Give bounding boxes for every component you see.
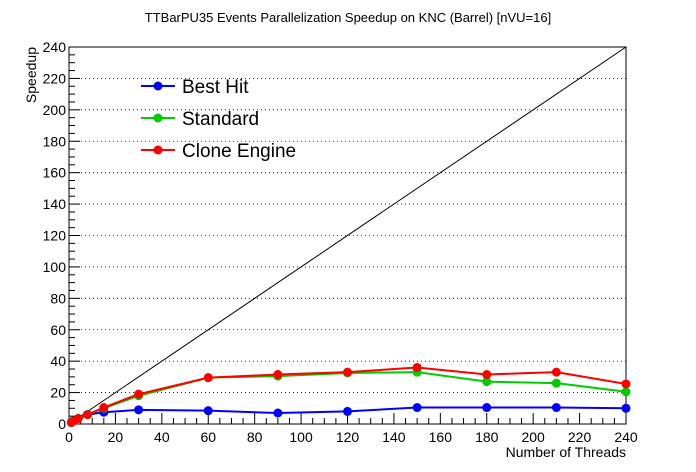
x-tick-label: 0	[65, 429, 73, 445]
data-point	[83, 410, 93, 420]
data-point	[621, 379, 631, 389]
data-point	[551, 378, 561, 388]
y-tick-label: 240	[43, 39, 67, 55]
legend-entry-2: Clone Engine	[141, 141, 296, 162]
x-tick-label: 120	[336, 429, 360, 445]
data-point	[551, 403, 561, 413]
legend-label: Best Hit	[182, 77, 249, 98]
legend-swatch-marker	[153, 81, 163, 91]
data-point	[482, 370, 492, 380]
legend-swatch-marker	[153, 113, 163, 123]
data-point	[551, 367, 561, 377]
y-tick-label: 20	[50, 385, 66, 401]
data-point	[343, 367, 352, 377]
y-tick-label: 0	[58, 416, 66, 432]
legend-label: Standard	[182, 109, 259, 130]
legend-entry-1: Standard	[141, 109, 259, 130]
series	[66, 362, 631, 427]
x-tick-label: 160	[429, 429, 453, 445]
y-tick-label: 40	[50, 353, 66, 369]
y-tick-label: 60	[50, 322, 66, 338]
data-point	[203, 373, 213, 383]
data-point	[343, 406, 352, 416]
data-point	[621, 387, 631, 397]
x-tick-label: 80	[247, 429, 263, 445]
data-point	[412, 362, 422, 372]
x-tick-label: 40	[154, 429, 170, 445]
data-point	[134, 389, 144, 399]
data-point	[73, 414, 83, 424]
series-2	[66, 362, 631, 427]
x-tick-label: 140	[382, 429, 406, 445]
series-0	[66, 403, 631, 427]
data-point	[621, 403, 631, 413]
data-point	[273, 408, 283, 418]
grid	[69, 78, 626, 393]
data-point	[412, 403, 422, 413]
reference-line	[68, 46, 627, 425]
data-point	[273, 370, 283, 380]
series-1	[66, 367, 631, 427]
x-tick-label: 220	[568, 429, 592, 445]
legend-label: Clone Engine	[182, 141, 296, 162]
y-tick-label: 180	[43, 133, 67, 149]
x-tick-label: 200	[521, 429, 545, 445]
y-tick-label: 160	[43, 165, 67, 181]
y-axis-label: Speedup	[23, 47, 39, 103]
axis-ticks: 0 20 40 60 80 100 120 140 160 180 200 220 240 0 20 40 60…	[43, 39, 638, 445]
data-point	[482, 403, 492, 413]
data-point	[203, 406, 213, 416]
y-tick-label: 80	[50, 290, 66, 306]
y-tick-label: 100	[43, 259, 67, 275]
data-point	[134, 405, 144, 415]
chart-title: TTBarPU35 Events Parallelization Speedup…	[145, 10, 551, 25]
y-tick-label: 220	[43, 70, 67, 86]
x-tick-label: 240	[614, 429, 638, 445]
y-tick-label: 140	[43, 196, 67, 212]
data-point	[99, 403, 109, 413]
y-tick-label: 200	[43, 102, 67, 118]
x-tick-label: 20	[108, 429, 124, 445]
x-tick-label: 100	[289, 429, 313, 445]
reference-diagonal	[68, 46, 627, 425]
data-point	[482, 377, 492, 387]
legend-entry-0: Best Hit	[141, 77, 249, 98]
legend: Best Hit Standard Clone Engine	[141, 77, 296, 162]
legend-swatch-marker	[153, 145, 163, 155]
x-axis-label: Number of Threads	[506, 444, 626, 460]
x-tick-label: 180	[475, 429, 499, 445]
y-tick-label: 120	[43, 228, 67, 244]
x-tick-label: 60	[200, 429, 216, 445]
